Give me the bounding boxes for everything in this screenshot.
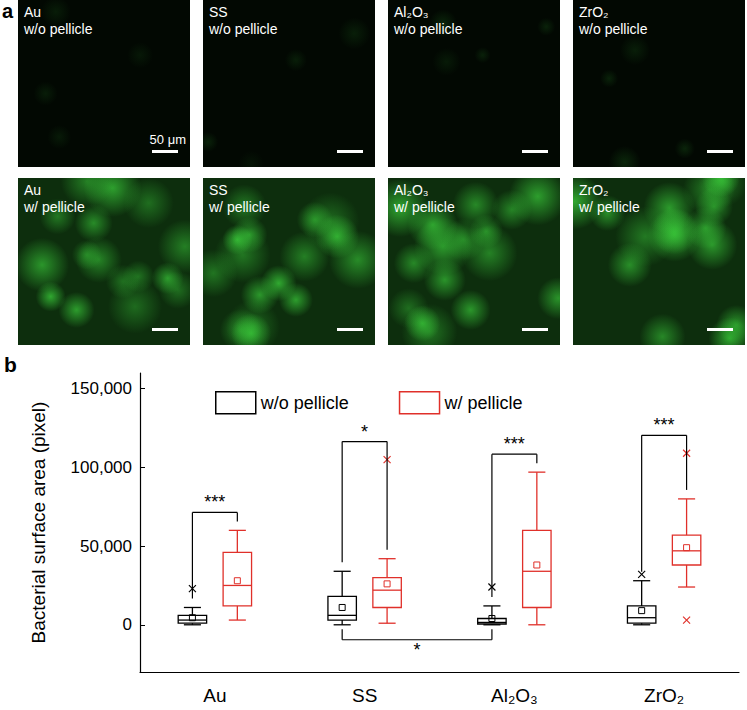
svg-text:*: * <box>361 422 368 442</box>
svg-text:***: *** <box>204 492 225 512</box>
svg-text:Bacterial surface area (pixel): Bacterial surface area (pixel) <box>28 402 49 644</box>
html-text:w/o pellicle: w/o pellicle <box>394 21 463 37</box>
html-text:w/ pellicle: w/ pellicle <box>394 199 455 215</box>
svg-text:w/o pellicle: w/o pellicle <box>260 393 349 413</box>
html-text:SS: SS <box>209 4 228 20</box>
html-text:SS: SS <box>209 182 228 198</box>
svg-text:***: *** <box>654 415 675 435</box>
html-text:ZrO₂: ZrO₂ <box>579 182 609 198</box>
html-text:a: a <box>2 0 14 22</box>
svg-text:***: *** <box>504 434 525 454</box>
svg-text:Al₂O₃: Al₂O₃ <box>491 685 538 706</box>
svg-text:b: b <box>4 353 17 376</box>
svg-text:0: 0 <box>123 615 132 634</box>
html-text:50 μm: 50 μm <box>149 132 186 147</box>
svg-text:SS: SS <box>352 685 377 706</box>
svg-text:50,000: 50,000 <box>80 537 132 556</box>
html-text:w/o pellicle: w/o pellicle <box>24 21 93 37</box>
svg-text:w/ pellicle: w/ pellicle <box>444 393 523 413</box>
svg-text:*: * <box>414 640 421 660</box>
html-text:Al₂O₃: Al₂O₃ <box>394 182 429 198</box>
html-text:Au: Au <box>24 4 42 20</box>
html-text:w/ pellicle: w/ pellicle <box>24 199 85 215</box>
svg-text:ZrO₂: ZrO₂ <box>644 685 684 706</box>
html-text:Al₂O₃: Al₂O₃ <box>394 4 429 20</box>
html-text:w/o pellicle: w/o pellicle <box>209 21 278 37</box>
svg-text:100,000: 100,000 <box>71 458 132 477</box>
html-text:w/o pellicle: w/o pellicle <box>579 21 648 37</box>
html-text:w/ pellicle: w/ pellicle <box>209 199 270 215</box>
svg-text:Au: Au <box>203 685 226 706</box>
html-text:w/ pellicle: w/ pellicle <box>579 199 640 215</box>
html-text:Au: Au <box>24 182 42 198</box>
svg-text:150,000: 150,000 <box>71 379 132 398</box>
html-text:ZrO₂: ZrO₂ <box>579 4 609 20</box>
